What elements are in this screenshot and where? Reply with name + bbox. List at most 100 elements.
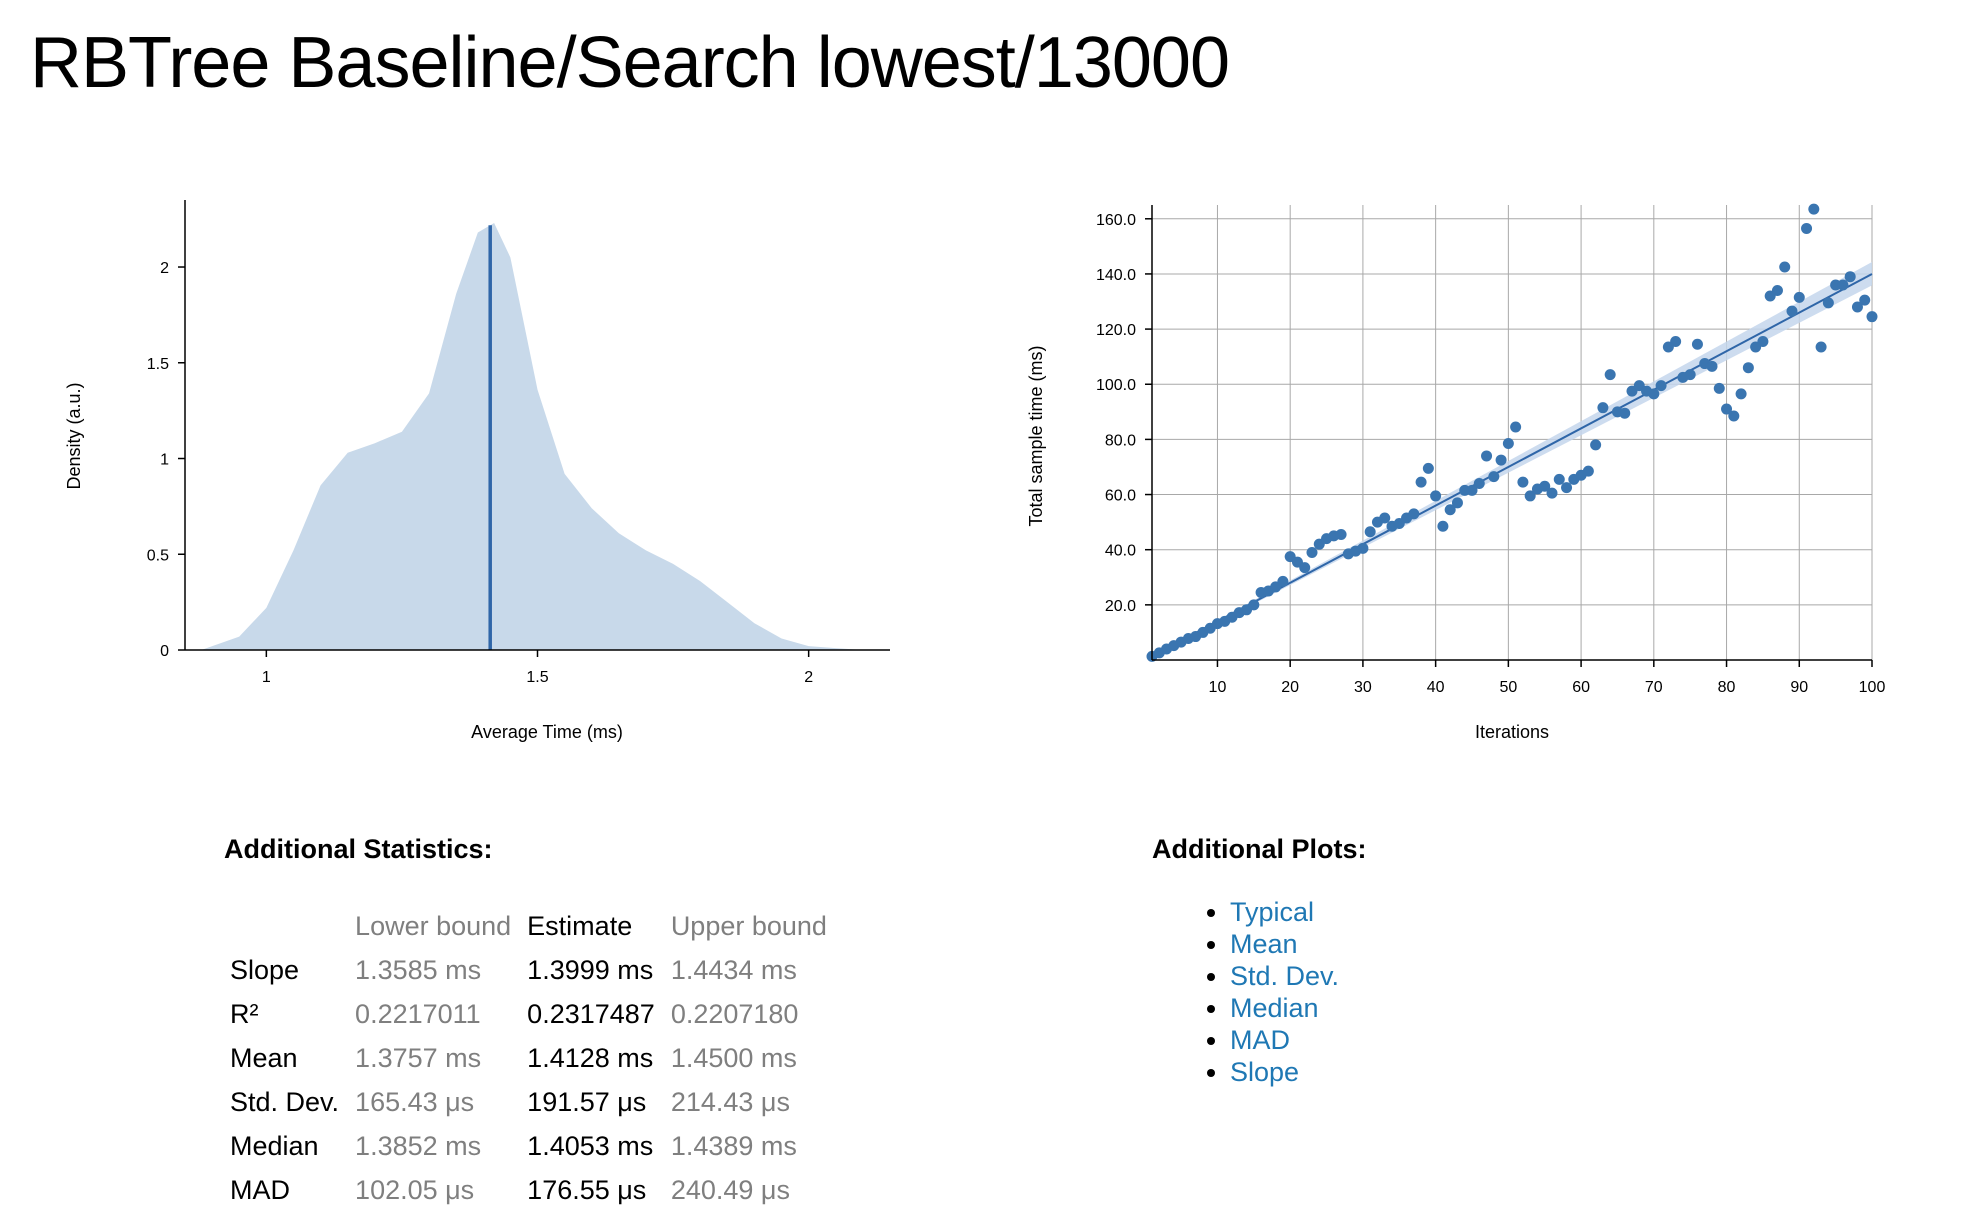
stat-upper: 1.4500 ms — [670, 1042, 797, 1073]
sample-point — [1786, 305, 1798, 317]
stat-estimate: 1.3999 ms — [527, 954, 654, 985]
mad-plot-link[interactable]: MAD — [1230, 1025, 1290, 1055]
sample-point — [1539, 480, 1551, 492]
sample-point — [1495, 454, 1507, 466]
sample-point — [1451, 497, 1463, 509]
pdf-x-axis-label: Average Time (ms) — [471, 722, 623, 742]
statistics-row-r-squared: R² 0.2217011 0.2317487 0.2207180 — [222, 992, 835, 1036]
sample-point — [1706, 360, 1718, 372]
sample-point — [1422, 462, 1434, 474]
additional-statistics-heading: Additional Statistics: — [224, 834, 493, 864]
regression-x-tick-label: 50 — [1499, 679, 1517, 696]
sample-point — [1561, 482, 1573, 494]
sample-point — [1648, 388, 1660, 400]
sample-point — [1597, 402, 1609, 414]
stat-estimate: 0.2317487 — [527, 998, 655, 1029]
additional-plots-heading: Additional Plots: — [1152, 834, 1367, 864]
sample-point — [1684, 369, 1696, 381]
pdf-x-tick-label: 1 — [262, 669, 271, 686]
pdf-x-tick-label: 1.5 — [526, 669, 548, 686]
regression-points — [1146, 203, 1878, 662]
stat-upper: 1.4389 ms — [670, 1130, 797, 1161]
pdf-y-tick-label: 0.5 — [147, 547, 169, 564]
regression-y-tick-label: 60.0 — [1105, 488, 1136, 505]
sample-point — [1553, 473, 1565, 485]
slope-plot-link[interactable]: Slope — [1230, 1057, 1300, 1087]
sample-point — [1299, 562, 1311, 574]
sample-point — [1866, 311, 1878, 323]
stat-label: MAD — [230, 1174, 290, 1205]
sample-point — [1742, 362, 1754, 374]
regression-x-tick-label: 80 — [1718, 679, 1736, 696]
sample-point — [1546, 487, 1558, 499]
regression-x-tick-label: 30 — [1354, 679, 1372, 696]
page-title: RBTree Baseline/Search lowest/13000 — [30, 23, 1230, 103]
stat-label: Slope — [230, 954, 300, 985]
statistics-row-std-dev: Std. Dev. 165.43 μs 191.57 μs 214.43 μs — [222, 1080, 835, 1124]
regression-y-tick-label: 40.0 — [1105, 543, 1136, 560]
stat-estimate: 176.55 μs — [527, 1174, 647, 1205]
sample-point — [1444, 504, 1456, 516]
pdf-y-tick-label: 1 — [160, 452, 169, 469]
regression-x-tick-label: 20 — [1281, 679, 1299, 696]
stat-upper: 1.4434 ms — [670, 954, 797, 985]
stat-lower: 102.05 μs — [355, 1174, 475, 1205]
sample-point — [1335, 529, 1347, 541]
sample-point — [1735, 388, 1747, 400]
regression-x-tick-label: 10 — [1209, 679, 1227, 696]
sample-point — [1604, 369, 1616, 381]
regression-x-tick-label: 70 — [1645, 679, 1663, 696]
regression-y-tick-label: 140.0 — [1096, 267, 1136, 284]
upper-bound-header: Upper bound — [670, 910, 827, 941]
regression-y-axis-label: Total sample time (ms) — [1026, 345, 1046, 526]
list-item: Mean — [1230, 928, 1339, 960]
sample-point — [1844, 271, 1856, 283]
sample-point — [1277, 575, 1289, 587]
pdf-y-tick-label: 0 — [160, 643, 169, 660]
lower-bound-header: Lower bound — [355, 910, 512, 941]
sample-point — [1808, 203, 1820, 215]
pdf-area-layer — [201, 222, 863, 650]
sample-point — [1379, 512, 1391, 524]
stat-label: R² — [230, 998, 259, 1029]
sample-point — [1517, 476, 1529, 488]
stat-lower: 1.3852 ms — [355, 1130, 482, 1161]
sample-point — [1815, 341, 1827, 353]
stat-lower: 1.3585 ms — [355, 954, 482, 985]
sample-point — [1837, 279, 1849, 291]
stat-estimate: 1.4128 ms — [527, 1042, 654, 1073]
sample-point — [1851, 301, 1863, 313]
stat-estimate: 191.57 μs — [527, 1086, 647, 1117]
statistics-table: Lower bound Estimate Upper bound Slope 1… — [222, 904, 835, 1212]
regression-axes: 10 20 30 40 50 60 70 80 90 100 20.0 40.0 60.0 80.0 100… — [1096, 205, 1885, 696]
sample-point — [1306, 546, 1318, 558]
sample-point — [1415, 476, 1427, 488]
regression-y-tick-label: 160.0 — [1096, 212, 1136, 229]
regression-y-tick-label: 20.0 — [1105, 598, 1136, 615]
sample-point — [1364, 526, 1376, 538]
stat-label: Std. Dev. — [230, 1086, 340, 1117]
pdf-y-axis-label: Density (a.u.) — [64, 382, 84, 489]
sample-point — [1408, 508, 1420, 520]
stat-estimate: 1.4053 ms — [527, 1130, 654, 1161]
stat-lower: 0.2217011 — [355, 998, 481, 1029]
sample-point — [1488, 471, 1500, 483]
statistics-header-row: Lower bound Estimate Upper bound — [222, 904, 835, 948]
median-plot-link[interactable]: Median — [1230, 993, 1319, 1023]
sample-point — [1590, 439, 1602, 451]
regression-y-tick-label: 120.0 — [1096, 322, 1136, 339]
std-dev-plot-link[interactable]: Std. Dev. — [1230, 961, 1340, 991]
sample-point — [1655, 380, 1667, 392]
sample-point — [1691, 338, 1703, 350]
stat-lower: 1.3757 ms — [355, 1042, 482, 1073]
typical-plot-link[interactable]: Typical — [1230, 897, 1315, 927]
sample-point — [1437, 520, 1449, 532]
sample-point — [1771, 284, 1783, 296]
sample-point — [1430, 490, 1442, 502]
sample-point — [1859, 294, 1871, 306]
regression-x-axis-label: Iterations — [1475, 722, 1549, 742]
mean-plot-link[interactable]: Mean — [1230, 929, 1298, 959]
sample-point — [1801, 222, 1813, 234]
regression-x-tick-label: 100 — [1859, 679, 1886, 696]
sample-point — [1502, 438, 1514, 450]
